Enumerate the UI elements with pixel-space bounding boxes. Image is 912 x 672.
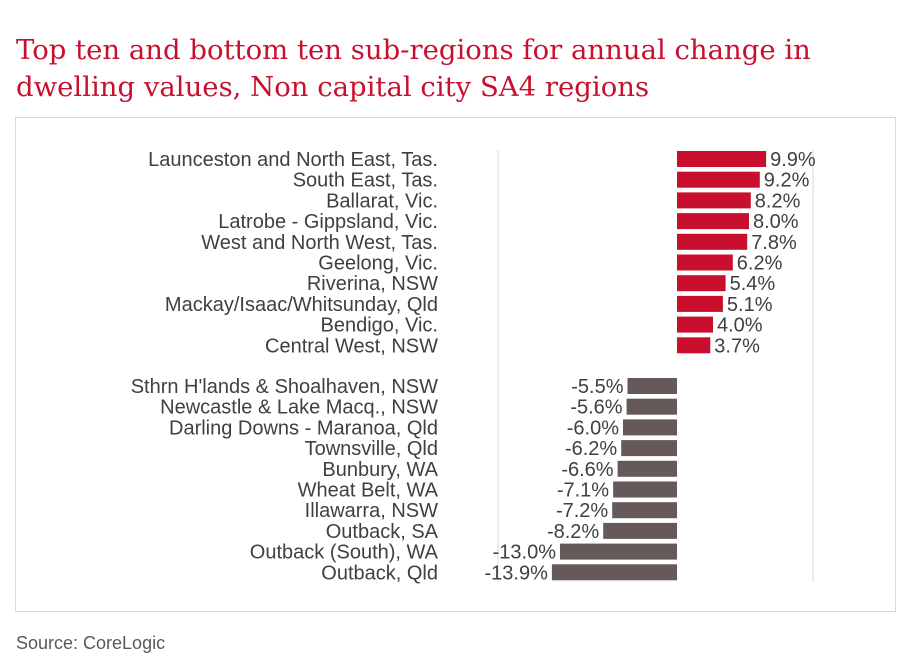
bottom-bar-3 xyxy=(621,440,677,457)
top-value-label-9: 3.7% xyxy=(714,335,760,357)
top-category-label-3: Latrobe - Gippsland, Vic. xyxy=(218,211,438,233)
bottom-category-label-9: Outback, Qld xyxy=(321,562,438,584)
top-bar-6 xyxy=(677,275,726,292)
bottom-category-label-3: Townsville, Qld xyxy=(305,438,438,460)
bottom-bar-5 xyxy=(613,481,677,498)
top-bar-8 xyxy=(677,316,713,333)
top-value-label-8: 4.0% xyxy=(717,315,763,337)
top-bar-0 xyxy=(677,151,767,167)
bottom-value-label-0: -5.5% xyxy=(571,376,623,398)
bottom-category-label-4: Bunbury, WA xyxy=(322,459,438,481)
bottom-value-label-9: -13.9% xyxy=(485,562,549,584)
bottom-bar-0 xyxy=(627,378,677,394)
bottom-category-label-7: Outback, SA xyxy=(326,521,439,543)
bottom-category-label-2: Darling Downs - Maranoa, Qld xyxy=(169,417,438,439)
bottom-value-label-4: -6.6% xyxy=(561,459,613,481)
chart-axes xyxy=(497,150,814,582)
bottom-value-label-7: -8.2% xyxy=(547,521,599,543)
top-bar-5 xyxy=(677,254,733,271)
category-labels: Launceston and North East, Tas.South Eas… xyxy=(131,149,439,584)
bottom-bar-8 xyxy=(560,543,677,560)
bottom-bar-4 xyxy=(617,460,677,477)
bottom-bar-9 xyxy=(551,564,677,581)
bottom-value-label-1: -5.6% xyxy=(570,397,622,419)
bottom-bar-1 xyxy=(626,398,677,415)
bottom-bar-2 xyxy=(623,419,677,436)
top-bar-9 xyxy=(677,337,711,354)
chart-title: Top ten and bottom ten sub-regions for a… xyxy=(16,34,811,103)
bottom-category-label-6: Illawarra, NSW xyxy=(305,500,438,522)
top-category-label-1: South East, Tas. xyxy=(293,170,438,192)
bottom-value-label-5: -7.1% xyxy=(557,480,609,502)
top-category-label-0: Launceston and North East, Tas. xyxy=(148,149,438,171)
top-value-label-5: 6.2% xyxy=(737,253,783,275)
bottom-bar-6 xyxy=(612,502,677,519)
value-labels: 9.9%9.2%8.2%8.0%7.8%6.2%5.4%5.1%4.0%3.7%… xyxy=(485,149,816,584)
bottom-value-label-8: -13.0% xyxy=(493,542,557,564)
bottom-value-label-3: -6.2% xyxy=(565,438,617,460)
top-value-label-1: 9.2% xyxy=(764,170,810,192)
top-category-label-5: Geelong, Vic. xyxy=(318,253,438,275)
bottom-category-label-1: Newcastle & Lake Macq., NSW xyxy=(160,397,438,419)
top-category-label-8: Bendigo, Vic. xyxy=(321,315,439,337)
bottom-category-label-0: Sthrn H'lands & Shoalhaven, NSW xyxy=(131,376,438,398)
top-value-label-7: 5.1% xyxy=(727,294,773,316)
top-bar-4 xyxy=(677,233,748,250)
top-bar-2 xyxy=(677,192,751,209)
top-value-label-6: 5.4% xyxy=(730,273,776,295)
top-category-label-4: West and North West, Tas. xyxy=(201,232,438,254)
top-value-label-2: 8.2% xyxy=(755,190,801,212)
top-category-label-6: Riverina, NSW xyxy=(307,273,438,295)
top-category-label-2: Ballarat, Vic. xyxy=(326,190,438,212)
top-bar-7 xyxy=(677,295,723,312)
bottom-value-label-6: -7.2% xyxy=(556,500,608,522)
top-bar-1 xyxy=(677,171,760,188)
bottom-category-label-8: Outback (South), WA xyxy=(250,542,439,564)
top-category-label-9: Central West, NSW xyxy=(265,335,438,357)
bottom-category-label-5: Wheat Belt, WA xyxy=(298,480,439,502)
bottom-bar-7 xyxy=(603,522,677,539)
bottom-value-label-2: -6.0% xyxy=(567,417,619,439)
top-bar-3 xyxy=(677,213,749,230)
top-value-label-4: 7.8% xyxy=(751,232,797,254)
source-note: Source: CoreLogic xyxy=(16,633,166,653)
chart-bars xyxy=(551,151,767,581)
top-value-label-3: 8.0% xyxy=(753,211,799,233)
top-value-label-0: 9.9% xyxy=(770,149,816,171)
top-category-label-7: Mackay/Isaac/Whitsunday, Qld xyxy=(165,294,438,316)
